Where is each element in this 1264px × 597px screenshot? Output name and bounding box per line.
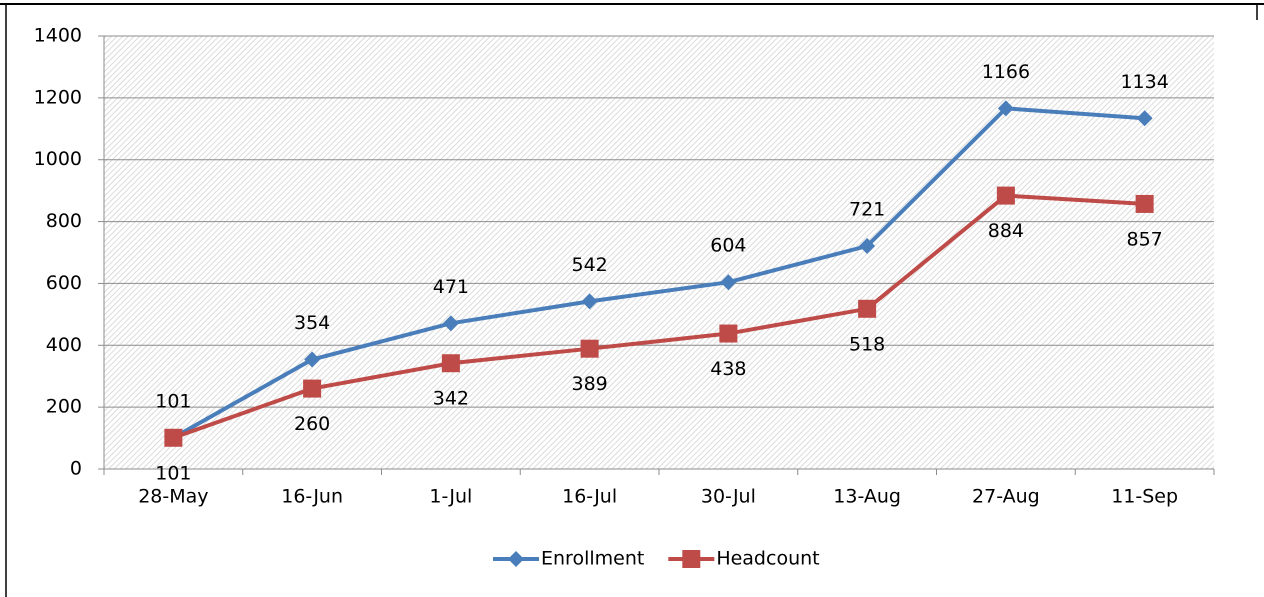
y-tick-label: 1000 <box>34 148 82 170</box>
x-tick-label: 28-May <box>138 486 208 508</box>
x-tick-label: 11-Sep <box>1111 486 1178 508</box>
legend-label: Headcount <box>716 548 819 570</box>
x-tick-label: 1-Jul <box>429 486 472 508</box>
y-tick-label: 0 <box>70 458 82 480</box>
data-label: 1166 <box>982 61 1030 83</box>
marker <box>1136 110 1153 127</box>
data-label: 518 <box>849 333 885 355</box>
y-tick-label: 200 <box>46 396 82 418</box>
x-tick-label: 30-Jul <box>701 486 756 508</box>
data-label: 101 <box>155 462 191 484</box>
marker <box>303 379 322 398</box>
x-tick-label: 16-Jul <box>562 486 617 508</box>
marker <box>720 274 737 291</box>
data-label: 101 <box>155 390 191 412</box>
y-tick-label: 400 <box>46 334 82 356</box>
marker <box>581 293 598 310</box>
data-label: 389 <box>571 373 607 395</box>
marker <box>859 238 876 255</box>
marker <box>580 339 599 358</box>
x-tick-label: 13-Aug <box>833 486 901 508</box>
y-tick-label: 600 <box>46 272 82 294</box>
data-label: 471 <box>433 276 469 298</box>
marker <box>1135 194 1154 213</box>
marker <box>164 428 183 447</box>
data-label: 438 <box>710 358 746 380</box>
series-line <box>172 106 1145 440</box>
marker <box>441 354 460 373</box>
marker <box>997 100 1014 117</box>
marker <box>304 351 321 368</box>
marker <box>508 551 524 567</box>
data-label: 260 <box>294 413 330 435</box>
legend-label: Enrollment <box>541 548 644 570</box>
y-tick-label: 800 <box>46 210 82 232</box>
y-tick-label: 1200 <box>34 86 82 108</box>
series-line <box>172 193 1145 440</box>
data-label: 857 <box>1126 228 1162 250</box>
data-label: 1134 <box>1120 71 1168 93</box>
data-label: 604 <box>710 235 746 257</box>
marker <box>996 186 1015 205</box>
y-tick-label: 1400 <box>34 25 82 47</box>
x-tick-label: 27-Aug <box>972 486 1040 508</box>
data-label: 354 <box>294 312 330 334</box>
marker <box>442 315 459 332</box>
marker <box>858 299 877 318</box>
x-tick-label: 16-Jun <box>281 486 343 508</box>
marker <box>682 550 701 568</box>
data-label: 884 <box>988 220 1024 242</box>
data-label: 342 <box>433 388 469 410</box>
data-label: 542 <box>571 254 607 276</box>
data-label: 721 <box>849 199 885 221</box>
marker <box>719 324 738 343</box>
